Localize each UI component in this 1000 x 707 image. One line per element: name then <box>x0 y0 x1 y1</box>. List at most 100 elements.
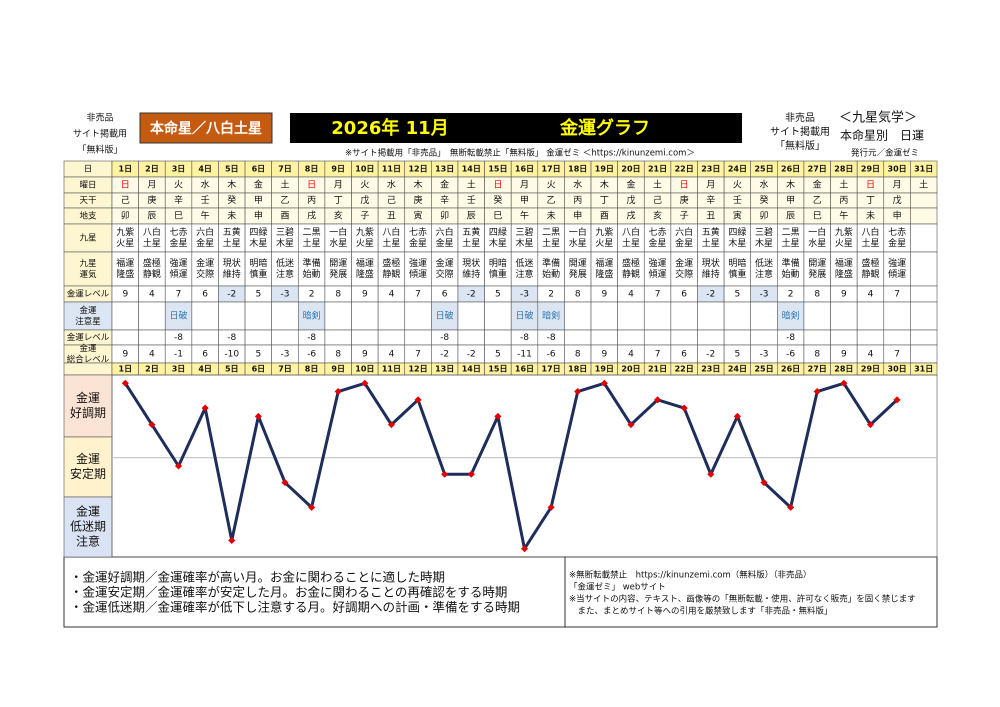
kyusei-text: 九紫 <box>356 227 374 238</box>
tenkan-text: 丙 <box>573 195 582 206</box>
point <box>441 470 449 478</box>
cell <box>377 329 406 346</box>
cell <box>883 301 911 331</box>
weekday-text: 日 <box>307 180 316 191</box>
unki-text: 発展 <box>808 268 826 280</box>
tenkan-text: 庚 <box>414 194 423 206</box>
date2-text: 4日 <box>198 365 212 374</box>
unki-text: 傾運 <box>888 268 906 280</box>
chishi-text: 未 <box>866 210 875 222</box>
row-label: 運気 <box>79 269 97 280</box>
total-text: -6 <box>547 350 556 360</box>
cell <box>297 251 326 287</box>
cell <box>803 329 831 346</box>
unki-text: 静観 <box>622 268 640 280</box>
date-text: 7日 <box>278 165 292 174</box>
date2-text: 18日 <box>568 365 587 374</box>
level-text: 7 <box>655 290 661 300</box>
date2-text: 5日 <box>225 365 239 374</box>
kyusei-text: 木星 <box>515 237 533 249</box>
unki-text: 始動 <box>303 268 321 280</box>
kyusei-text: 九紫 <box>116 227 134 238</box>
date-text: 26日 <box>781 165 800 174</box>
tenkan-text: 壬 <box>467 195 476 206</box>
total-text: 4 <box>149 350 155 360</box>
total-text: -2 <box>440 350 449 360</box>
kyusei-text: 水星 <box>329 237 347 249</box>
unki-text: 静観 <box>143 268 161 280</box>
cell <box>830 223 858 253</box>
kyusei-text: 三碧 <box>755 226 773 238</box>
unki-text: 慎重 <box>728 268 746 280</box>
unki-text: 傾運 <box>170 268 188 280</box>
total-text: 6 <box>202 350 208 360</box>
cell <box>910 301 938 331</box>
date2-text: 12日 <box>408 365 427 374</box>
cell <box>777 251 805 287</box>
point <box>121 379 129 387</box>
cell <box>830 251 858 287</box>
cell <box>750 251 778 287</box>
caution-text: 暗剣 <box>542 310 560 322</box>
total-text: -10 <box>224 350 239 360</box>
kyusei-text: 金星 <box>436 237 454 249</box>
total-text: -11 <box>517 350 532 360</box>
cell <box>164 251 193 287</box>
cell <box>670 301 698 331</box>
date-text: 4日 <box>198 165 212 174</box>
unki-text: 明暗 <box>728 257 746 269</box>
caution-text: 暗剣 <box>782 310 800 322</box>
weekday-text: 土 <box>653 179 662 191</box>
level-text: 8 <box>814 290 820 300</box>
band-label: 金運 <box>76 504 100 519</box>
band-label-cell <box>63 374 113 438</box>
date2-text: 30日 <box>888 365 907 374</box>
tenkan-text: 丙 <box>839 195 848 206</box>
point <box>654 396 662 404</box>
date-text: 11日 <box>382 165 401 174</box>
weekday-text: 日 <box>493 180 502 191</box>
cell <box>856 301 885 331</box>
total-text: -3 <box>760 350 769 360</box>
date2-text: 6日 <box>252 365 266 374</box>
row-label: 総合レベル <box>67 354 110 365</box>
chishi-text: 子 <box>680 211 689 222</box>
level-text: 4 <box>868 290 874 300</box>
caution-text: 日破 <box>436 310 454 322</box>
cell <box>643 301 672 331</box>
weekday-text: 水 <box>387 179 396 191</box>
unki-text: 現状 <box>223 257 241 269</box>
kyusei-text: 二黒 <box>542 227 560 238</box>
chishi-text: 亥 <box>653 210 662 222</box>
kyusei-text: 火星 <box>356 238 374 249</box>
cell <box>404 301 432 331</box>
tenkan-text: 辛 <box>706 194 715 206</box>
cell <box>856 251 885 287</box>
cell <box>191 329 219 346</box>
left-note: サイト掲載用 <box>73 128 127 140</box>
kyusei-text: 土星 <box>542 237 560 249</box>
cell <box>590 301 618 331</box>
left-note: 「無料版」 <box>77 144 122 156</box>
kyusei-text: 金星 <box>409 237 427 249</box>
chishi-text: 辰 <box>467 211 476 222</box>
row-label: 九星 <box>79 234 96 244</box>
total-text: 9 <box>601 350 607 360</box>
level-text: 6 <box>202 290 208 300</box>
level2-text: -8 <box>174 333 183 343</box>
tenkan-text: 壬 <box>733 195 742 206</box>
left-note: 非売品 <box>86 112 113 124</box>
total-text: 4 <box>389 350 395 360</box>
date2-text: 28日 <box>834 365 853 374</box>
unki-text: 強運 <box>649 257 667 269</box>
date-text: 10日 <box>355 165 374 174</box>
cell <box>697 301 725 331</box>
kyusei-text: 八白 <box>143 226 161 238</box>
chishi-text: 亥 <box>334 210 343 222</box>
point <box>733 412 741 420</box>
date-text: 15日 <box>488 165 507 174</box>
tenkan-text: 乙 <box>813 195 822 206</box>
kyusei-text: 金星 <box>170 237 188 249</box>
chishi-text: 酉 <box>600 211 609 222</box>
total-text: 5 <box>735 350 741 360</box>
